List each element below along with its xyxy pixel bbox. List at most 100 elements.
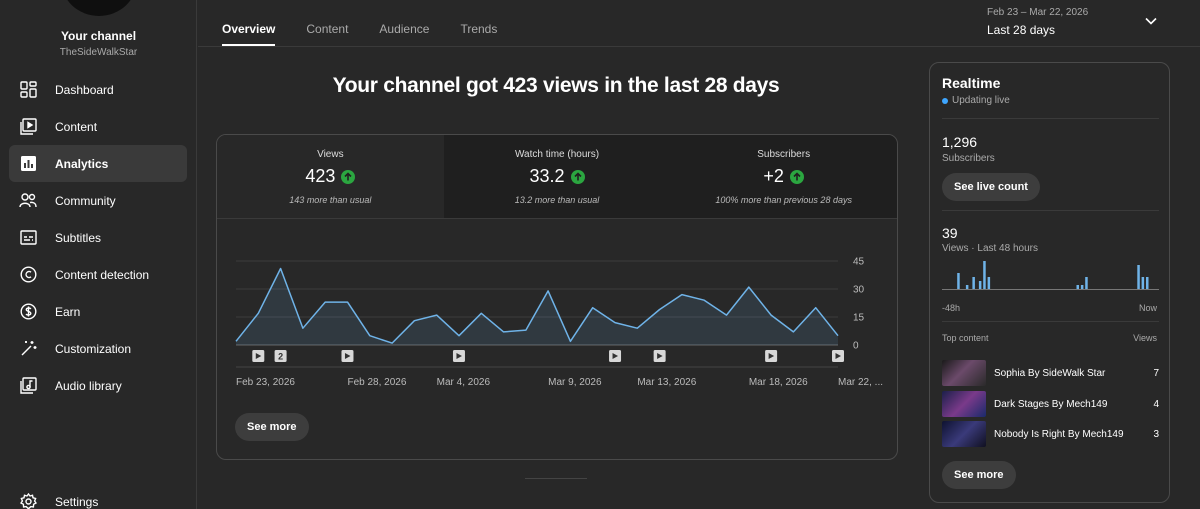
data-point bbox=[279, 267, 281, 269]
video-group-marker[interactable]: 2 bbox=[274, 350, 287, 362]
arrow-up-icon bbox=[570, 169, 585, 184]
realtime-bar[interactable] bbox=[1146, 277, 1149, 289]
svg-text:2: 2 bbox=[278, 352, 283, 362]
sidebar-item-dashboard[interactable]: Dashboard bbox=[9, 71, 187, 108]
x-tick-label: Mar 4, 2026 bbox=[437, 377, 491, 388]
metric-subscribers[interactable]: Subscribers +2 100% more than previous 2… bbox=[670, 135, 897, 218]
data-point bbox=[614, 321, 616, 323]
realtime-bar[interactable] bbox=[972, 277, 975, 289]
sidebar-item-community[interactable]: Community bbox=[9, 182, 187, 219]
metric-value: 33.2 bbox=[529, 166, 565, 186]
tab-content[interactable]: Content bbox=[306, 22, 349, 36]
video-title: Nobody Is Right By Mech149 bbox=[994, 428, 1124, 440]
top-content-row[interactable]: Sophia By SideWalk Star 7 bbox=[942, 360, 1159, 386]
data-point bbox=[324, 301, 326, 303]
y-tick-label: 45 bbox=[853, 257, 865, 268]
sidebar-item-content-detection[interactable]: Content detection bbox=[9, 256, 187, 293]
arrow-up-icon bbox=[341, 169, 356, 184]
views-chart[interactable]: 0 15 30 45 2 Feb 23, 2026 Feb 28, 2026 Mar 4, 2… bbox=[217, 219, 898, 399]
data-point bbox=[569, 340, 571, 342]
data-point bbox=[725, 314, 727, 316]
video-published-marker[interactable] bbox=[832, 350, 844, 362]
see-live-count-button[interactable]: See live count bbox=[942, 173, 1040, 201]
video-published-marker[interactable] bbox=[653, 350, 666, 362]
realtime-bar[interactable] bbox=[1137, 265, 1140, 289]
sidebar-item-label: Earn bbox=[55, 304, 81, 319]
data-point bbox=[346, 301, 348, 303]
video-published-marker[interactable] bbox=[609, 350, 622, 362]
video-published-marker[interactable] bbox=[341, 350, 354, 362]
video-published-marker[interactable] bbox=[765, 350, 778, 362]
views-area bbox=[236, 268, 838, 345]
metric-comparison: 13.2 more than usual bbox=[514, 195, 600, 205]
video-published-marker[interactable] bbox=[252, 350, 265, 362]
data-point bbox=[391, 342, 393, 344]
sidebar-item-subtitles[interactable]: Subtitles bbox=[9, 219, 187, 256]
tab-trends[interactable]: Trends bbox=[460, 22, 498, 36]
main-content: Overview Content Audience Trends Feb 23 … bbox=[198, 0, 1200, 509]
realtime-bar[interactable] bbox=[1076, 285, 1080, 289]
data-point bbox=[235, 340, 237, 342]
metric-comparison: 100% more than previous 28 days bbox=[715, 195, 852, 205]
top-content-row[interactable]: Nobody Is Right By Mech149 3 bbox=[942, 421, 1159, 447]
video-published-marker[interactable] bbox=[452, 350, 465, 362]
divider bbox=[942, 210, 1159, 211]
realtime-bar[interactable] bbox=[983, 261, 986, 289]
page-headline: Your channel got 423 views in the last 2… bbox=[332, 74, 780, 97]
video-title: Dark Stages By Mech149 bbox=[994, 398, 1108, 410]
sidebar-item-settings[interactable]: Settings bbox=[9, 483, 187, 509]
realtime-bar-chart[interactable] bbox=[942, 259, 1159, 297]
realtime-bar[interactable] bbox=[1141, 277, 1145, 289]
chevron-down-icon[interactable] bbox=[1144, 14, 1158, 33]
x-tick-label: Feb 23, 2026 bbox=[236, 377, 295, 388]
metric-views[interactable]: Views 423 143 more than usual bbox=[217, 135, 444, 218]
x-tick-label: Mar 18, 2026 bbox=[749, 377, 808, 388]
x-tick-label: Feb 28, 2026 bbox=[347, 377, 406, 388]
live-indicator: Updating live bbox=[942, 95, 1010, 106]
data-point bbox=[302, 327, 304, 329]
sidebar: Your channel TheSideWalkStar Dashboard C… bbox=[0, 0, 197, 509]
magic-wand-icon bbox=[19, 340, 37, 358]
y-tick-label: 30 bbox=[853, 285, 865, 296]
realtime-bar[interactable] bbox=[957, 273, 960, 289]
metric-watch-time[interactable]: Watch time (hours) 33.2 13.2 more than u… bbox=[443, 135, 671, 218]
sidebar-item-label: Dashboard bbox=[55, 82, 114, 97]
views-line bbox=[235, 267, 839, 344]
sidebar-item-content[interactable]: Content bbox=[9, 108, 187, 145]
tab-audience[interactable]: Audience bbox=[379, 22, 430, 36]
realtime-bar[interactable] bbox=[987, 277, 991, 289]
sidebar-item-label: Content detection bbox=[55, 267, 150, 282]
see-more-button[interactable]: See more bbox=[235, 413, 309, 441]
video-thumbnail bbox=[942, 421, 986, 447]
video-thumbnail bbox=[942, 391, 986, 417]
metric-comparison: 143 more than usual bbox=[289, 195, 372, 205]
scroll-hint bbox=[525, 478, 587, 479]
avatar[interactable] bbox=[61, 0, 137, 16]
x-tick-label: Mar 13, 2026 bbox=[637, 377, 696, 388]
gear-icon bbox=[19, 493, 37, 509]
sidebar-item-analytics[interactable]: Analytics bbox=[9, 145, 187, 182]
top-content-row[interactable]: Dark Stages By Mech149 4 bbox=[942, 391, 1159, 417]
sidebar-item-audio-library[interactable]: Audio library bbox=[9, 367, 187, 404]
axis-end-label: Now bbox=[1138, 303, 1157, 313]
sidebar-item-earn[interactable]: Earn bbox=[9, 293, 187, 330]
realtime-bar[interactable] bbox=[1080, 285, 1084, 289]
sidebar-item-customization[interactable]: Customization bbox=[9, 330, 187, 367]
tab-overview[interactable]: Overview bbox=[222, 22, 276, 46]
video-title: Sophia By SideWalk Star bbox=[994, 367, 1106, 379]
realtime-title: Realtime bbox=[942, 75, 1001, 91]
realtime-bar[interactable] bbox=[965, 285, 969, 289]
analytics-icon bbox=[19, 155, 37, 173]
divider bbox=[942, 321, 1159, 322]
date-range-picker[interactable]: Feb 23 – Mar 22, 2026 Last 28 days bbox=[987, 7, 1088, 37]
data-point bbox=[658, 308, 660, 310]
data-point bbox=[502, 331, 504, 333]
y-tick-label: 0 bbox=[853, 341, 859, 352]
realtime-bar[interactable] bbox=[1085, 277, 1088, 289]
divider bbox=[942, 118, 1159, 119]
data-point bbox=[770, 314, 772, 316]
data-point bbox=[369, 334, 371, 336]
realtime-bar[interactable] bbox=[978, 281, 982, 289]
tab-divider bbox=[198, 46, 1200, 47]
see-more-button[interactable]: See more bbox=[942, 461, 1016, 489]
